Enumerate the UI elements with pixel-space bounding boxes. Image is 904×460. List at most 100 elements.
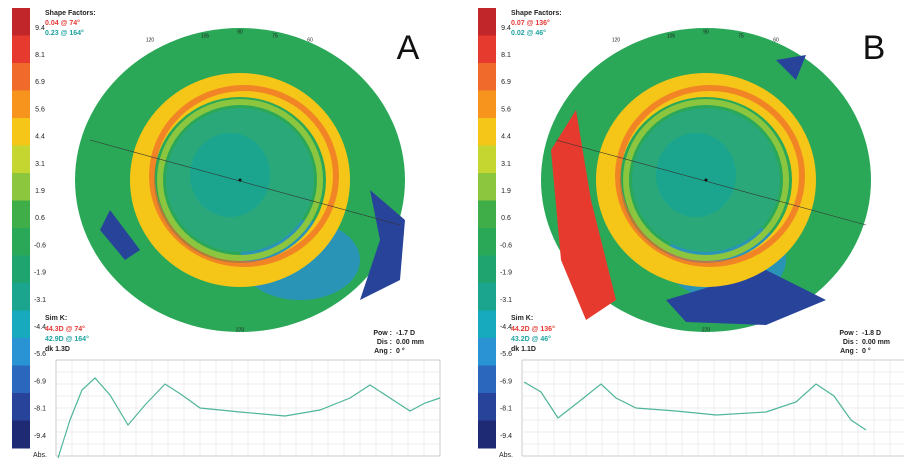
scale-swatch — [12, 283, 30, 311]
scale-swatch — [478, 228, 496, 256]
scale-label: -0.6 — [34, 242, 46, 249]
ring-light — [157, 99, 323, 261]
angle-label: 120 — [146, 37, 155, 43]
map-edge — [666, 270, 826, 325]
scale-swatch — [478, 283, 496, 311]
scale-swatch — [478, 393, 496, 421]
scale-label: 0.6 — [501, 215, 511, 222]
sim-k-dk: dk 1.3D — [45, 346, 70, 353]
scale-label: 8.1 — [35, 52, 45, 59]
scale-label: 5.6 — [35, 106, 45, 113]
scale-label: 4.4 — [501, 134, 511, 141]
scale-label: -5.6 — [34, 351, 46, 358]
map-red — [551, 110, 616, 320]
scale-swatch — [478, 200, 496, 229]
scale-swatch — [478, 365, 496, 394]
sim-k: 44.3D @ 74° — [45, 325, 85, 333]
scale-swatch — [478, 310, 496, 339]
angle-label: 105 — [667, 33, 676, 39]
scale-swatch — [478, 118, 496, 146]
scale-label: 6.9 — [501, 79, 511, 86]
shape-factor: 0.04 @ 74° — [45, 19, 80, 27]
sim-k: 42.9D @ 164° — [45, 335, 89, 343]
sim-k-dk: dk 1.1D — [511, 346, 536, 353]
scale-swatch — [478, 145, 496, 174]
sim-k: 43.2D @ 46° — [511, 335, 551, 343]
panel-letter: B — [863, 29, 886, 67]
angle-label: 120 — [612, 37, 621, 43]
profile-curve — [57, 377, 441, 459]
scale-label: -9.4 — [34, 433, 46, 440]
scale-swatch — [478, 420, 496, 449]
sim-k: 44.2D @ 136° — [511, 325, 555, 333]
scale-swatch — [12, 310, 30, 339]
map-edge — [360, 190, 405, 300]
center-dot — [238, 178, 242, 182]
map-edge — [100, 210, 140, 260]
panel-letter: A — [397, 29, 420, 67]
sim-k-title: Sim K: — [45, 315, 67, 322]
scale-swatch — [12, 145, 30, 174]
axis-line — [555, 139, 867, 226]
scale-swatch — [478, 255, 496, 284]
scale-end: Abs. — [33, 452, 47, 459]
scale-label: 6.9 — [35, 79, 45, 86]
readout-label: Pow : — [839, 330, 858, 337]
angle-label: 75 — [272, 33, 278, 39]
scale-swatch — [478, 173, 496, 201]
scale-label: -6.9 — [500, 378, 512, 385]
readout-value: 0.00 mm — [396, 339, 424, 346]
scale-swatch — [12, 338, 30, 366]
angle-label: 270 — [702, 327, 711, 333]
scale-label: 9.4 — [501, 25, 511, 32]
scale-label: 8.1 — [501, 52, 511, 59]
scale-label: -1.9 — [500, 270, 512, 277]
ring-orange — [615, 85, 805, 267]
scale-label: -1.9 — [34, 270, 46, 277]
scale-label: 3.1 — [35, 161, 45, 168]
scale-label: -8.1 — [34, 406, 46, 413]
scale-swatch — [12, 63, 30, 91]
scale-swatch — [478, 35, 496, 64]
scale-label: 9.4 — [35, 25, 45, 32]
angle-label: 90 — [703, 29, 709, 35]
center-dot — [704, 178, 708, 182]
sim-k-title: Sim K: — [511, 315, 533, 322]
angle-label: 75 — [738, 33, 744, 39]
scale-swatch — [12, 35, 30, 64]
scale-swatch — [478, 338, 496, 366]
scale-swatch — [12, 365, 30, 394]
ring-orange — [149, 85, 339, 267]
angle-label: 270 — [236, 327, 245, 333]
scale-end: Abs. — [499, 452, 513, 459]
scale-swatch — [12, 420, 30, 449]
readout-value: 0 ° — [396, 347, 405, 355]
ring-light — [623, 99, 789, 261]
scale-label: 1.9 — [501, 188, 511, 195]
scale-label: 1.9 — [35, 188, 45, 195]
profile-curve — [523, 381, 867, 431]
shape-factor: 0.23 @ 164° — [45, 29, 84, 37]
angle-label: 60 — [307, 37, 313, 43]
scale-swatch — [12, 173, 30, 201]
readout-label: Ang : — [374, 348, 392, 355]
center-core — [656, 133, 736, 217]
readout-value: 0.00 mm — [862, 339, 890, 346]
shape-factors-title: Shape Factors: — [45, 10, 96, 17]
readout-label: Dis : — [377, 339, 392, 346]
center-core — [190, 133, 270, 217]
scale-label: -8.1 — [500, 406, 512, 413]
readout-value: 0 ° — [862, 347, 871, 355]
scale-swatch — [12, 228, 30, 256]
panel: 9.4 8.1 6.9 5.6 4.4 3.1 1.9 0.6 -0.6 -1.9 -3.1 -4.4… — [12, 8, 441, 459]
scale-swatch — [478, 8, 496, 36]
map-edge — [776, 55, 806, 80]
panel: 9.4 8.1 6.9 5.6 4.4 3.1 1.9 0.6 -0.6 -1.9 -3.1 -4.4… — [478, 8, 904, 459]
scale-label: -5.6 — [500, 351, 512, 358]
scale-swatch — [478, 90, 496, 119]
scale-label: -4.4 — [34, 324, 46, 331]
scale-label: 5.6 — [501, 106, 511, 113]
scale-swatch — [12, 118, 30, 146]
readout-label: Pow : — [373, 330, 392, 337]
scale-swatch — [12, 200, 30, 229]
